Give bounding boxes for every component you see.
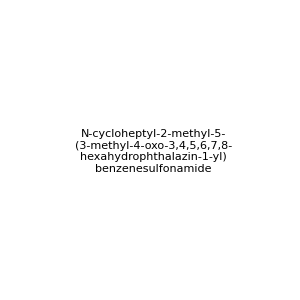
Text: N-cycloheptyl-2-methyl-5-
(3-methyl-4-oxo-3,4,5,6,7,8-
hexahydrophthalazin-1-yl): N-cycloheptyl-2-methyl-5- (3-methyl-4-ox… (75, 129, 232, 174)
